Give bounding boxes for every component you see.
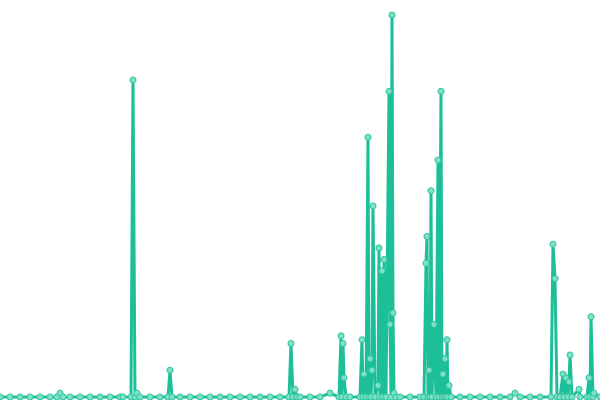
data-point [59, 393, 67, 400]
data-point [506, 393, 514, 400]
data-point [380, 255, 388, 263]
data-point [430, 320, 438, 328]
data-point [119, 393, 127, 400]
data-point [206, 393, 214, 400]
data-point [246, 393, 254, 400]
data-point [369, 202, 377, 210]
data-point [326, 389, 334, 397]
data-point [422, 259, 430, 267]
data-point [536, 393, 544, 400]
data-point [166, 366, 174, 374]
data-point [26, 393, 34, 400]
data-point [226, 393, 234, 400]
data-point [316, 393, 324, 400]
data-point [496, 393, 504, 400]
data-point [443, 336, 451, 344]
data-point [276, 393, 284, 400]
data-point [358, 336, 366, 344]
data-point [156, 393, 164, 400]
data-point [46, 393, 54, 400]
data-point [439, 370, 447, 378]
data-point [266, 393, 274, 400]
data-point [476, 393, 484, 400]
data-point [6, 393, 14, 400]
data-point [96, 393, 104, 400]
data-point [576, 393, 584, 400]
data-point [306, 393, 314, 400]
data-point [423, 233, 431, 241]
data-point [360, 370, 368, 378]
data-point [256, 393, 264, 400]
data-point [36, 393, 44, 400]
data-point [86, 393, 94, 400]
data-point [447, 393, 455, 400]
data-point [486, 393, 494, 400]
data-point [516, 393, 524, 400]
data-point [216, 393, 224, 400]
data-point [425, 366, 433, 374]
data-point [368, 366, 376, 374]
data-point [340, 374, 348, 382]
data-point [547, 393, 555, 400]
data-point [406, 393, 414, 400]
data-point [549, 240, 557, 248]
data-point [585, 374, 593, 382]
data-point [511, 389, 519, 397]
data-point [66, 393, 74, 400]
series-lines [0, 13, 600, 399]
data-point [366, 355, 374, 363]
data-point [337, 332, 345, 340]
data-point [146, 393, 154, 400]
data-point [590, 389, 598, 397]
data-point [136, 393, 144, 400]
data-point [129, 76, 137, 84]
data-point [389, 309, 397, 317]
data-point [291, 385, 299, 393]
data-point [76, 393, 84, 400]
data-point [396, 393, 404, 400]
data-point [441, 355, 449, 363]
data-point [364, 133, 372, 141]
data-point [568, 393, 576, 400]
data-point [296, 393, 304, 400]
data-point [456, 393, 464, 400]
data-point [375, 244, 383, 252]
data-point [16, 393, 24, 400]
data-point [551, 275, 559, 283]
data-point [385, 87, 393, 95]
data-point [566, 351, 574, 359]
data-point [287, 340, 295, 348]
data-point [445, 382, 453, 390]
data-point [339, 340, 347, 348]
data-point [466, 393, 474, 400]
data-point [176, 393, 184, 400]
data-point [196, 393, 204, 400]
data-point [388, 11, 396, 19]
data-point [434, 156, 442, 164]
data-point [437, 87, 445, 95]
data-point [526, 393, 534, 400]
data-point [0, 393, 4, 400]
data-point [596, 393, 600, 400]
data-point [106, 393, 114, 400]
data-point [386, 320, 394, 328]
data-point [427, 187, 435, 195]
data-point [168, 393, 176, 400]
data-point [236, 393, 244, 400]
data-point [575, 385, 583, 393]
data-point [565, 378, 573, 386]
data-point [378, 267, 386, 275]
data-point [346, 393, 354, 400]
data-point [374, 382, 382, 390]
data-point [587, 313, 595, 321]
series-markers [0, 11, 600, 400]
data-point [186, 393, 194, 400]
series-line [0, 13, 600, 399]
